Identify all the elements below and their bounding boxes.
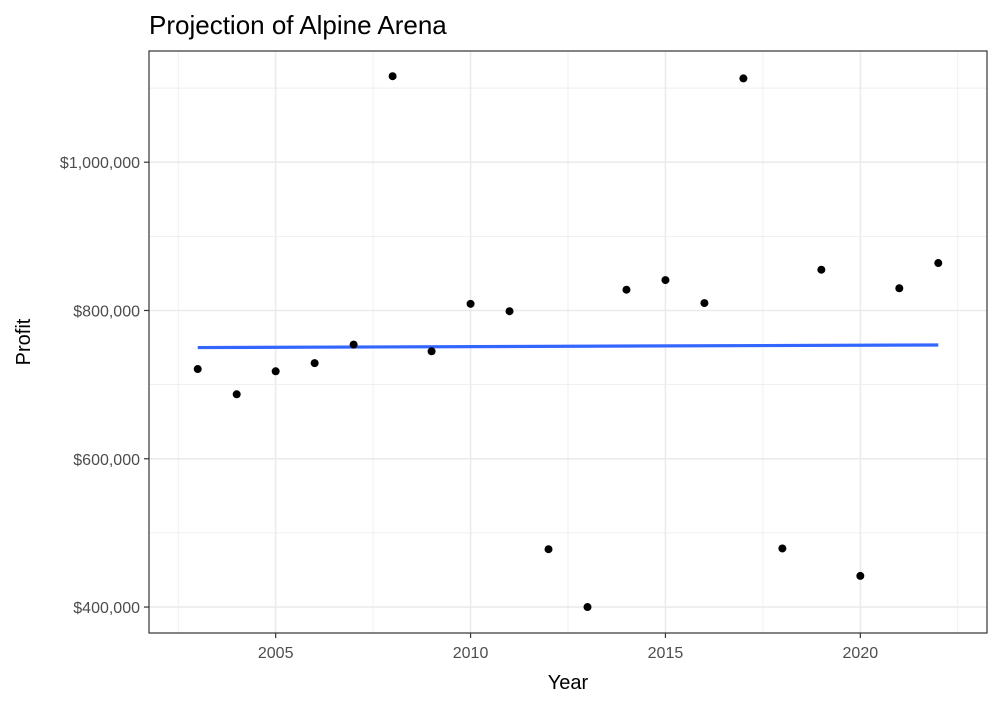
data-point bbox=[505, 307, 514, 316]
x-axis: 2005 2010 2015 2020 bbox=[258, 633, 878, 662]
data-point bbox=[232, 390, 241, 399]
x-axis-title: Year bbox=[548, 672, 589, 694]
data-point bbox=[544, 545, 553, 554]
data-point bbox=[661, 276, 670, 285]
data-point bbox=[310, 359, 319, 368]
trend-line-group bbox=[197, 343, 939, 350]
chart-title: Projection of Alpine Arena bbox=[149, 10, 447, 40]
y-tick-label: $600,000 bbox=[73, 452, 140, 469]
data-point bbox=[349, 340, 358, 349]
y-axis-title: Profit bbox=[13, 318, 35, 365]
data-point bbox=[622, 285, 631, 294]
panel-border bbox=[148, 50, 988, 634]
data-point bbox=[934, 259, 943, 268]
data-point bbox=[271, 367, 280, 376]
data-point bbox=[856, 571, 865, 580]
data-point bbox=[739, 74, 748, 83]
y-tick-label: $800,000 bbox=[73, 303, 140, 320]
data-point bbox=[583, 603, 592, 612]
y-tick-label: $1,000,000 bbox=[60, 155, 140, 172]
data-point bbox=[778, 544, 787, 553]
x-tick-label: 2010 bbox=[453, 645, 489, 662]
x-tick-label: 2015 bbox=[648, 645, 684, 662]
data-point bbox=[817, 265, 826, 274]
y-tick-label: $400,000 bbox=[73, 600, 140, 617]
data-point bbox=[388, 72, 397, 81]
data-point bbox=[466, 299, 475, 308]
points bbox=[193, 72, 943, 612]
grid bbox=[149, 51, 987, 633]
data-point bbox=[427, 347, 436, 356]
data-point bbox=[193, 365, 202, 374]
data-point bbox=[700, 299, 709, 308]
y-axis: $400,000 $600,000 $800,000 $1,000,000 bbox=[60, 155, 149, 617]
data-point bbox=[895, 284, 904, 293]
x-tick-label: 2020 bbox=[843, 645, 879, 662]
trend-line bbox=[197, 343, 939, 350]
x-tick-label: 2005 bbox=[258, 645, 294, 662]
